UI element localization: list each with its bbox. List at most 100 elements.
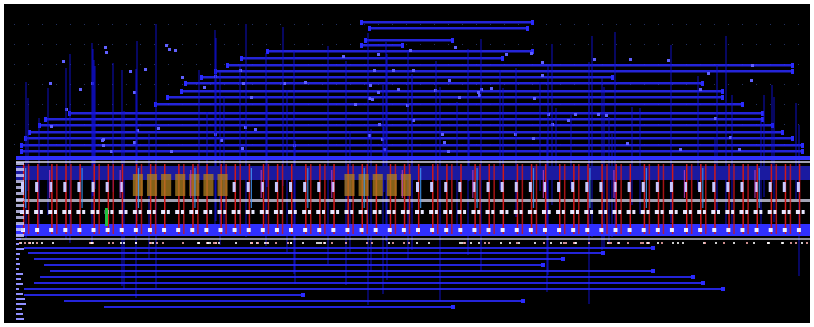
pin-dot [19,242,21,244]
contact [585,228,590,232]
layout-view[interactable] [4,4,810,323]
grid-dot [154,44,155,45]
std-cell [76,164,86,234]
poly-gate [333,164,335,234]
poly-gate [662,164,665,234]
std-cell [683,164,693,234]
poly-gate [629,164,632,234]
contact [209,210,213,214]
poly-gate [276,164,279,234]
contact [726,182,730,192]
std-cell [175,164,186,234]
pin-dot [782,242,784,244]
diffusion [175,174,186,196]
contact [274,228,279,232]
track-end [791,63,794,68]
grid-dot [784,24,785,25]
poly-gate [502,164,505,234]
io-pin [16,238,21,240]
contact [387,228,392,232]
pin-dot [733,242,735,244]
track-end [360,20,363,25]
track-end [541,263,545,267]
std-cell [767,164,778,234]
contact [684,182,688,192]
contact [533,210,537,214]
contact [35,182,39,192]
local-wire [401,170,403,198]
via-marker [373,69,376,72]
grid-dot [406,44,407,45]
io-pin [16,210,24,213]
grid-dot [476,44,477,45]
pin-dot [235,242,237,244]
poly-gate [375,164,378,234]
io-pin [16,318,24,320]
contact [654,210,659,214]
io-pin [16,168,24,171]
grid-dot [14,144,15,145]
grid-dot [798,84,799,85]
grid-dot [434,44,435,45]
poly-gate [606,164,608,234]
contact [768,228,773,232]
std-cell [626,164,636,234]
grid-dot [280,24,281,25]
grid-dot [98,64,99,65]
contact [745,210,749,214]
local-wire [25,168,27,208]
track-end [611,75,614,80]
poly-gate [408,164,411,234]
contact [415,210,419,214]
contact [203,210,208,214]
grid-dot [616,44,617,45]
grid-dot [490,44,491,45]
contact [669,228,674,232]
contact [759,210,763,214]
poly-gate [37,164,39,234]
via-marker [626,142,629,145]
grid-dot [56,104,57,105]
io-pin [16,234,24,237]
contact [612,210,617,214]
std-cell [499,164,509,234]
pin-dot [768,242,770,244]
grid-dot [196,44,197,45]
contact [627,228,632,232]
grid-dot [602,44,603,45]
contact [500,182,504,192]
via-marker [597,113,600,116]
via-marker [699,88,702,91]
poly-gate [154,164,157,234]
contact [190,228,195,232]
pin-dot [108,242,110,244]
grid-dot [224,24,225,25]
grid-dot [84,84,85,85]
contact [96,210,100,214]
via-marker [458,96,461,99]
grid-dot [308,44,309,45]
pin-dot [120,242,122,244]
local-wire [472,170,474,198]
contact [232,228,237,232]
track-end [801,143,804,148]
grid-dot [784,84,785,85]
metal-track [154,103,744,106]
poly-gate [352,164,354,234]
contact [147,228,152,232]
grid-dot [728,44,729,45]
local-wire [613,170,615,198]
contact [303,228,308,232]
contact [132,210,137,214]
grid-dot [434,24,435,25]
io-pin [16,228,24,231]
contact [514,228,519,232]
contact [712,228,717,232]
via-marker [729,136,732,139]
pin-dot [91,242,93,244]
grid-dot [14,104,15,105]
std-cell [753,164,763,234]
standard-cell-row[interactable] [16,156,810,240]
layout-canvas[interactable] [4,4,810,323]
via-marker [750,79,753,82]
